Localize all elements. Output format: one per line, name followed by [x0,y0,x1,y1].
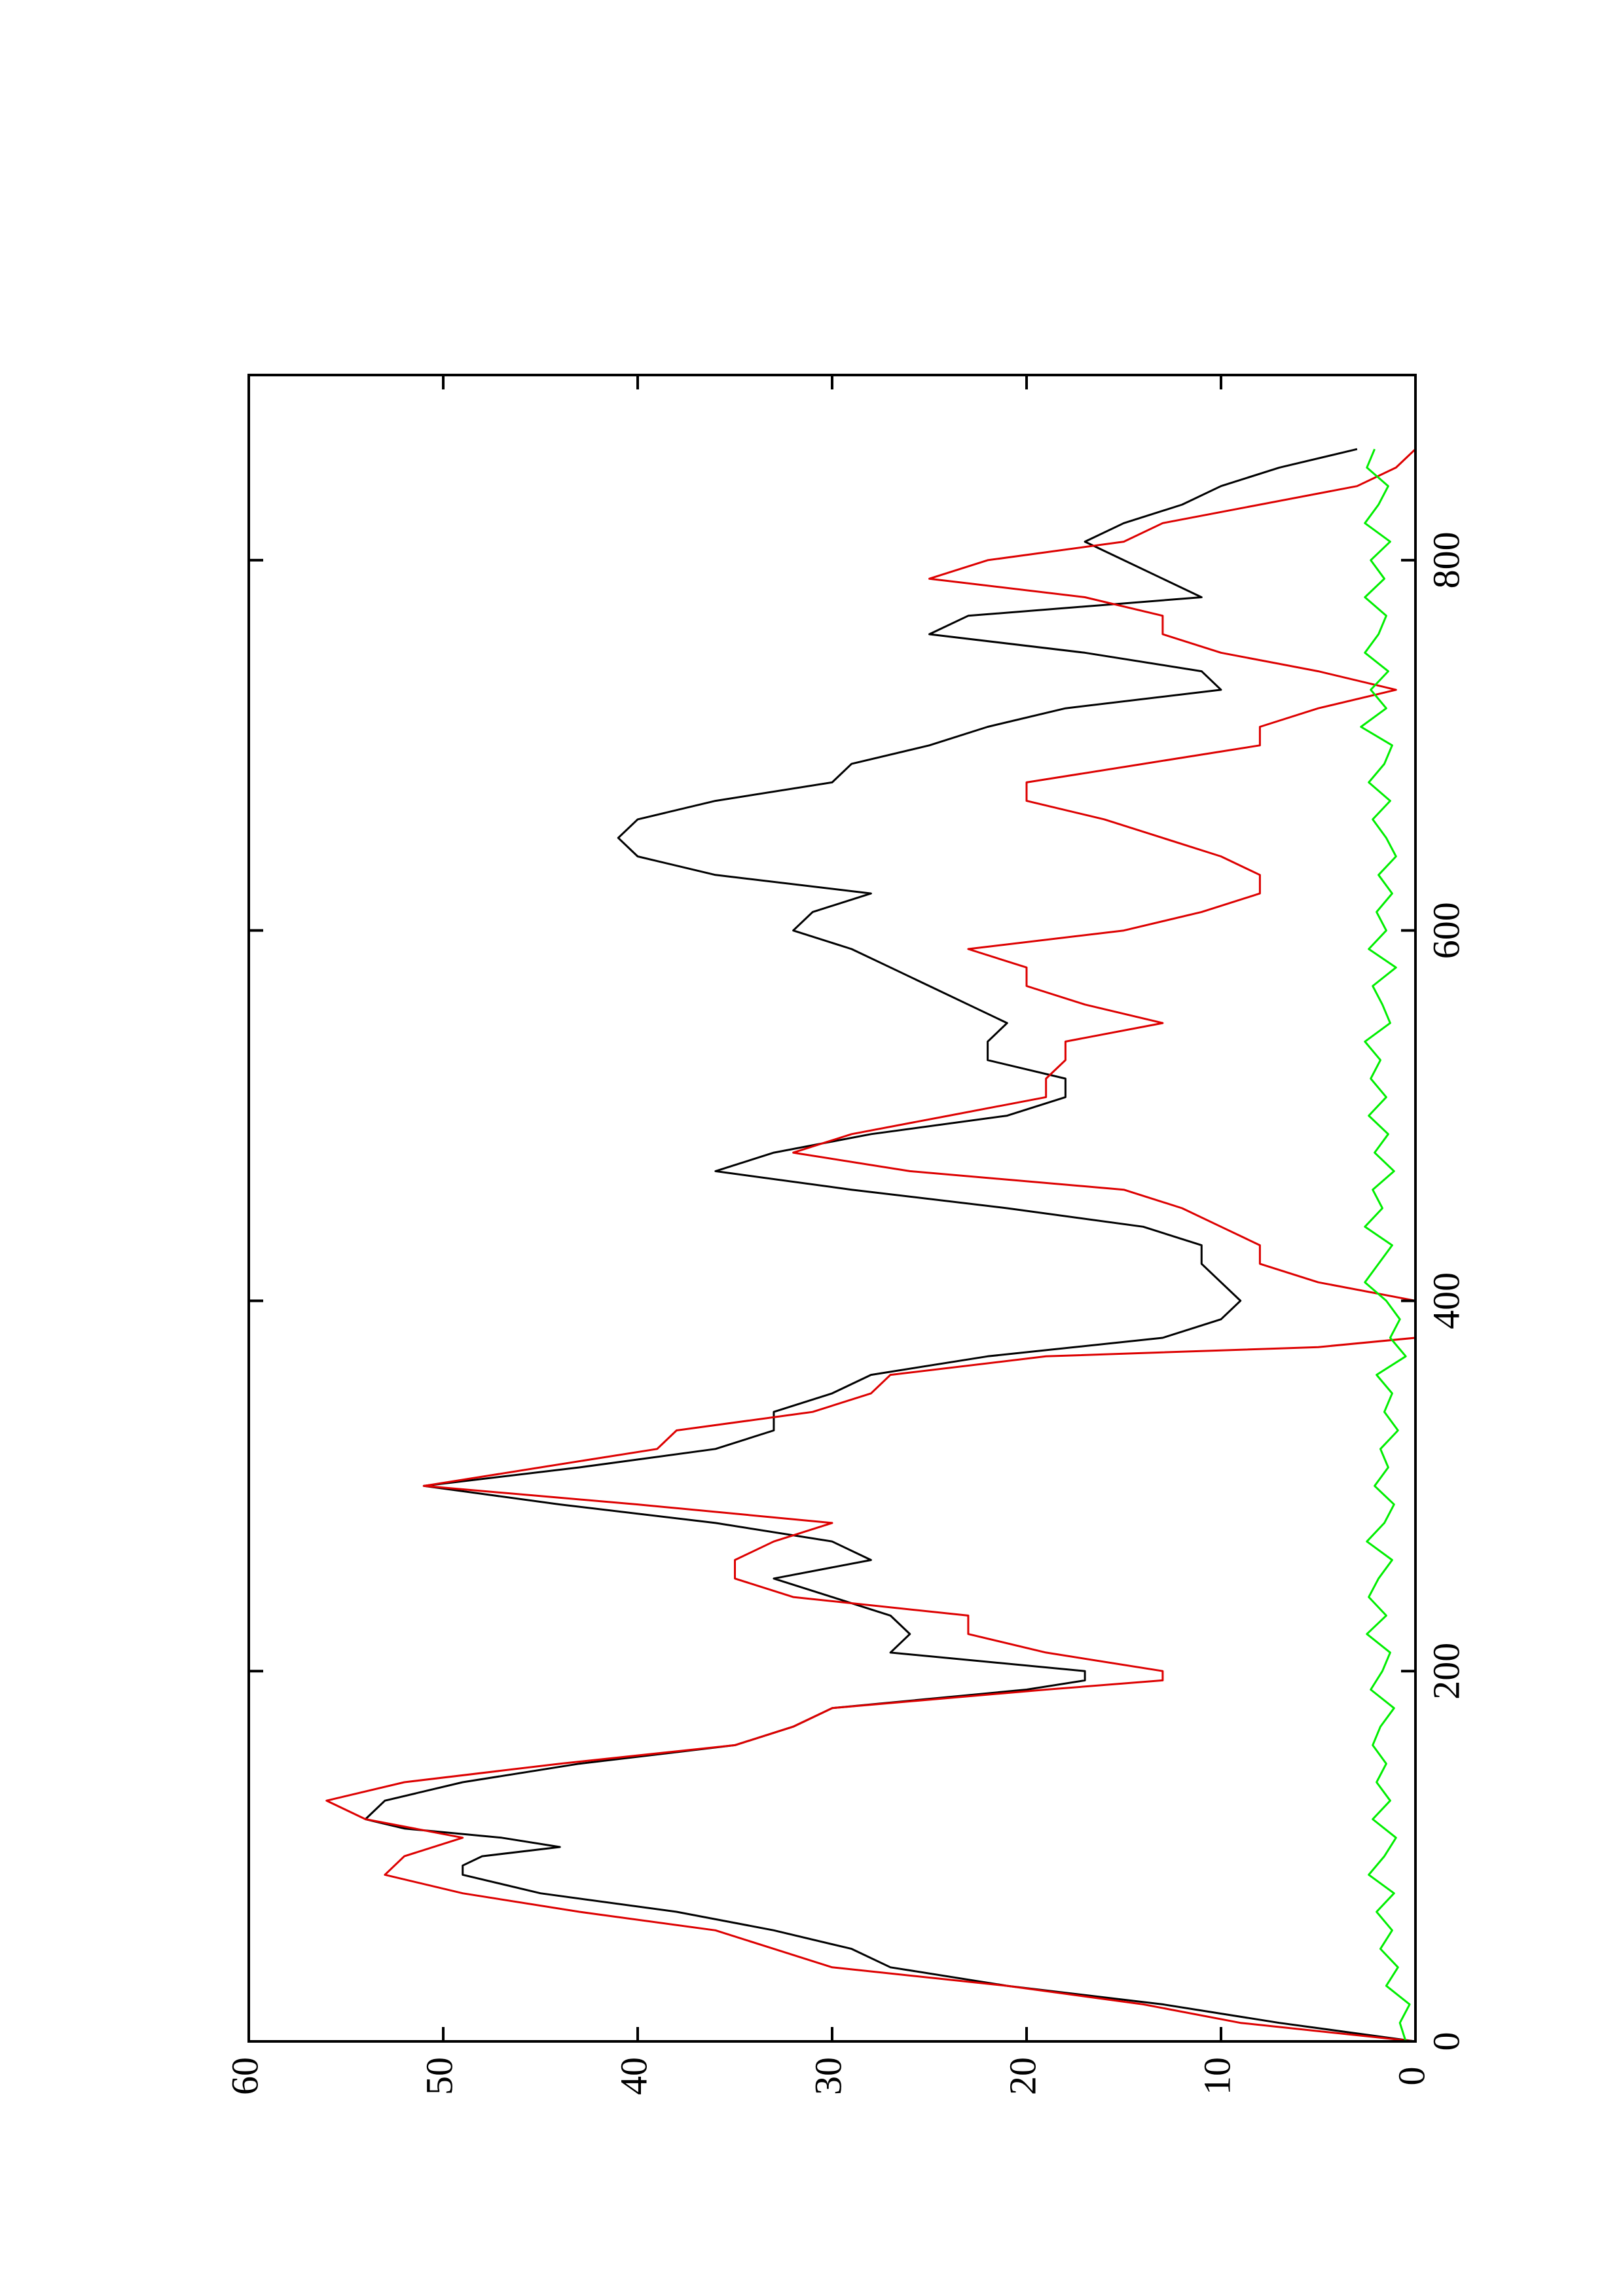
series-layer [325,448,1417,2043]
y-tick-label-1: 10 [1195,2057,1238,2095]
y-tick-label-3: 30 [807,2057,849,2095]
x-tick-label-0: 0 [1425,2032,1467,2051]
y-tick-label-4: 40 [612,2057,655,2095]
series-line-2 [325,448,1417,2043]
y-tick-label-6: 60 [223,2057,266,2095]
tick-layer [247,375,1417,2043]
x-tick-label-4: 800 [1425,531,1467,588]
series-line-3 [1360,448,1411,2042]
x-tick-label-1: 200 [1425,1643,1467,1700]
y-tick-label-5: 50 [418,2057,460,2095]
y-tick-label-0: 0 [1390,2067,1432,2086]
x-tick-label-2: 400 [1425,1272,1467,1329]
label-layer: 0 200 400 600 800 0 10 20 30 40 50 60 [223,531,1467,2095]
x-tick-label-3: 600 [1425,902,1467,959]
y-tick-label-2: 20 [1001,2057,1044,2095]
